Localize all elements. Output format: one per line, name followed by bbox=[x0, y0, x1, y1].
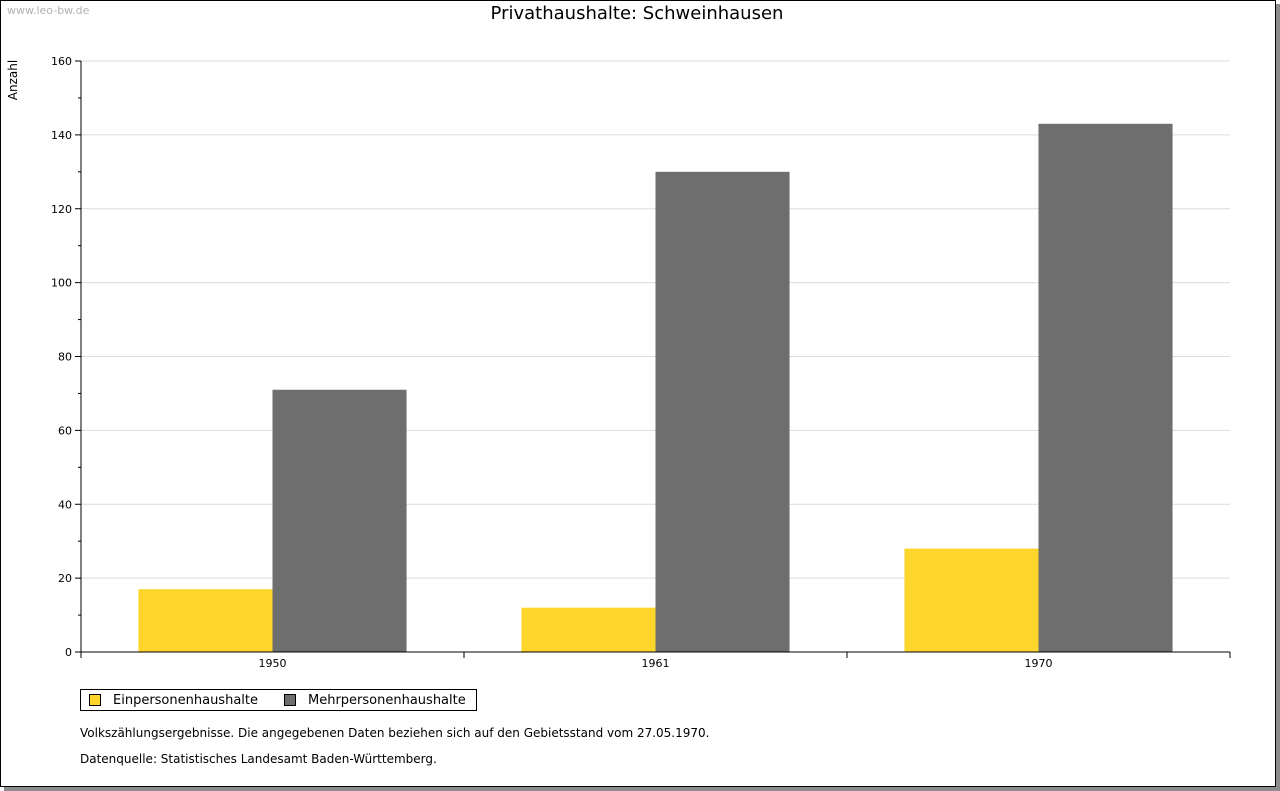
legend-swatch-mehrpersonen bbox=[284, 694, 296, 706]
bar-einpersonenhaushalte-1950 bbox=[138, 589, 273, 652]
y-tick-label: 160 bbox=[51, 55, 72, 68]
legend-item-einpersonen: Einpersonenhaushalte bbox=[89, 693, 258, 708]
bar-einpersonenhaushalte-1970 bbox=[904, 548, 1039, 652]
x-tick-label: 1970 bbox=[1025, 657, 1053, 670]
chart-title: Privathaushalte: Schweinhausen bbox=[490, 3, 784, 24]
y-tick-label: 120 bbox=[51, 203, 72, 216]
legend-swatch-einpersonen bbox=[89, 694, 101, 706]
legend: Einpersonenhaushalte Mehrpersonenhaushal… bbox=[80, 689, 477, 711]
legend-item-mehrpersonen: Mehrpersonenhaushalte bbox=[284, 693, 466, 708]
bar-mehrpersonenhaushalte-1961 bbox=[655, 171, 790, 652]
watermark: www.leo-bw.de bbox=[7, 4, 90, 17]
data-source-note: Datenquelle: Statistisches Landesamt Bad… bbox=[80, 752, 437, 766]
y-tick-label: 60 bbox=[58, 424, 72, 437]
y-tick-label: 40 bbox=[58, 498, 72, 511]
bar-mehrpersonenhaushalte-1950 bbox=[272, 389, 407, 652]
y-tick-label: 140 bbox=[51, 129, 72, 142]
bar-einpersonenhaushalte-1961 bbox=[521, 607, 656, 652]
bar-mehrpersonenhaushalte-1970 bbox=[1038, 123, 1173, 652]
source-note: Volkszählungsergebnisse. Die angegebenen… bbox=[80, 726, 710, 740]
y-tick-label: 20 bbox=[58, 572, 72, 585]
y-tick-label: 0 bbox=[65, 646, 72, 659]
legend-label-mehrpersonen: Mehrpersonenhaushalte bbox=[308, 692, 466, 708]
y-tick-label: 80 bbox=[58, 351, 72, 364]
legend-label-einpersonen: Einpersonenhaushalte bbox=[113, 692, 258, 708]
y-tick-label: 100 bbox=[51, 277, 72, 290]
y-axis-label: Anzahl bbox=[6, 60, 20, 100]
x-tick-label: 1950 bbox=[259, 657, 287, 670]
x-tick-label: 1961 bbox=[642, 657, 670, 670]
